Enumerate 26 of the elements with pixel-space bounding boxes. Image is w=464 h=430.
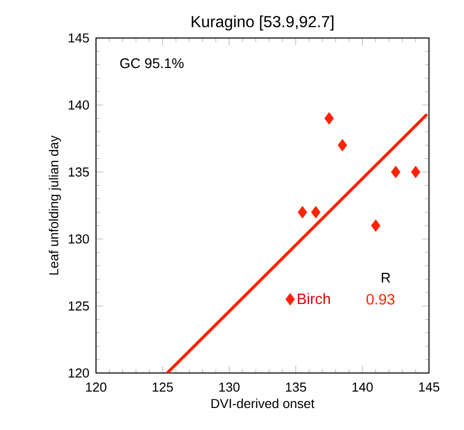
x-tick-label: 125	[152, 382, 173, 392]
point	[324, 112, 334, 125]
point	[311, 206, 320, 218]
legend-title: R	[382, 272, 390, 283]
x-tick-label: 120	[86, 382, 106, 392]
point	[390, 166, 400, 178]
y-tick-label: 130	[68, 234, 89, 244]
y-tick-label: 145	[68, 33, 89, 43]
point	[298, 206, 308, 218]
point	[338, 138, 348, 152]
annotation: GC 95.1%	[120, 58, 184, 68]
x-tick-label: 135	[286, 382, 306, 392]
legend-label: Birch	[298, 293, 330, 304]
y-tick-label: 125	[68, 301, 89, 311]
y-tick-label: 120	[68, 368, 89, 378]
chart-title: Kuragino [53.9,92.7]	[192, 16, 334, 30]
x-axis-title: DVI-derived onset	[212, 398, 314, 408]
y-tick-label: 140	[68, 100, 89, 110]
point	[371, 219, 380, 232]
x-tick-label: 130	[219, 382, 240, 392]
x-tick-label: 145	[419, 382, 440, 392]
x-tick-label: 140	[352, 382, 373, 392]
point	[410, 166, 420, 178]
annotation: 0.93	[366, 294, 394, 305]
y-axis-title: Leaf unfolding julian day	[48, 135, 61, 275]
y-tick-label: 135	[68, 167, 89, 177]
